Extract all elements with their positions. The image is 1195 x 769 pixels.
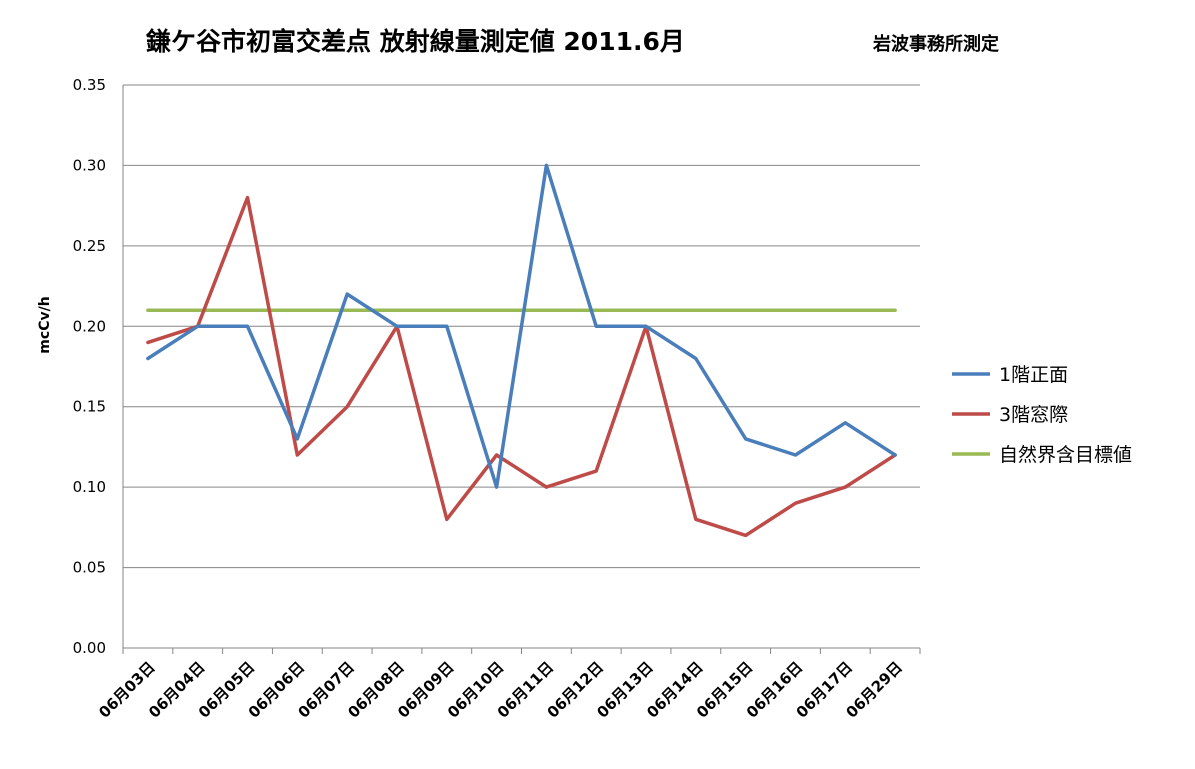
y-tick-label: 0.35 <box>73 76 106 94</box>
legend-label: 3階窓際 <box>999 404 1068 426</box>
series-line <box>146 163 897 489</box>
y-tick-label: 0.00 <box>73 639 106 657</box>
chart-subtitle: 岩波事務所測定 <box>872 33 999 55</box>
y-tick-label: 0.25 <box>73 237 106 255</box>
y-tick-label: 0.05 <box>73 559 106 577</box>
y-tick-label: 0.15 <box>73 398 106 416</box>
y-tick-label: 0.30 <box>73 156 106 174</box>
chart-title: 鎌ケ谷市初富交差点 放射線量測定値 2011.6月 <box>146 27 685 56</box>
legend-label: 1階正面 <box>999 364 1068 386</box>
y-axis-label: mcCv/h <box>37 296 53 353</box>
legend-label: 自然界含目標値 <box>999 444 1132 466</box>
y-tick-label: 0.20 <box>73 317 106 335</box>
y-tick-label: 0.10 <box>73 478 106 496</box>
series-line <box>146 195 897 538</box>
plot-area: 0.000.050.100.150.200.250.300.3506月03日06… <box>73 76 921 722</box>
